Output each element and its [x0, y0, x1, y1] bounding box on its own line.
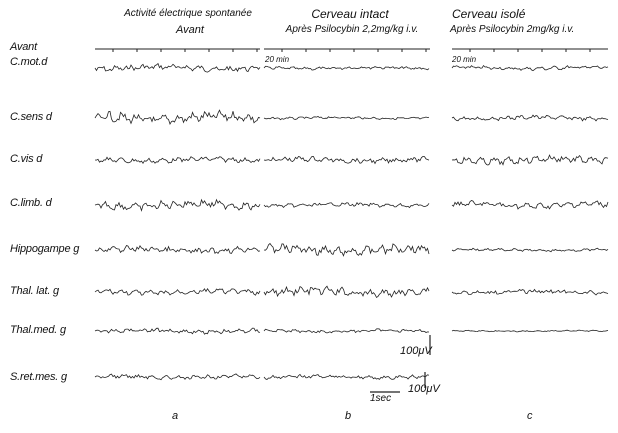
eeg-trace	[94, 288, 261, 296]
header-b-line2: Après Psilocybin 2,2mg/kg i.v.	[285, 24, 419, 35]
eeg-trace	[94, 198, 261, 212]
column-letter: a	[172, 410, 179, 422]
time-mark-label: Avant	[10, 41, 37, 53]
eeg-trace	[94, 373, 261, 381]
eeg-trace	[451, 114, 609, 122]
eeg-trace	[451, 288, 609, 296]
eeg-trace	[94, 244, 261, 255]
eeg-trace	[451, 154, 609, 166]
eeg-trace	[451, 200, 609, 210]
eeg-trace	[263, 116, 430, 121]
channel-label: C.limb. d	[10, 197, 52, 209]
interval-label-b: 20 min	[265, 55, 290, 64]
header-c-line2: Après Psilocybin 2mg/kg i.v.	[450, 24, 575, 35]
column-letter: c	[527, 410, 533, 422]
interval-label-c: 20 min	[452, 55, 477, 64]
eeg-trace	[451, 247, 609, 253]
eeg-trace	[451, 329, 609, 333]
eeg-trace	[263, 373, 430, 380]
eeg-trace	[263, 242, 430, 257]
eeg-trace	[263, 65, 430, 71]
eeg-trace	[263, 328, 430, 334]
calibration-amp-label: 100μV	[408, 383, 440, 395]
eeg-trace	[94, 327, 261, 335]
eeg-trace	[263, 155, 430, 165]
channel-label: C.vis d	[10, 153, 43, 165]
header-a-line1: Activité électrique spontanée	[124, 8, 252, 19]
header-a-line2: Avant	[176, 24, 204, 36]
channel-label: Thal.med. g	[10, 324, 66, 336]
calibration-amp-label: 100μV	[400, 345, 432, 357]
eeg-trace	[94, 109, 261, 125]
eeg-trace	[451, 64, 609, 72]
column-letter: b	[345, 410, 352, 422]
header-b-line1: Cerveau intact	[311, 7, 389, 21]
eeg-trace	[94, 156, 261, 165]
header-c-line1: Cerveau isolé	[452, 7, 526, 21]
channel-label: C.sens d	[10, 111, 52, 123]
eeg-trace	[263, 285, 430, 298]
calibration-time-label: 1sec	[370, 393, 392, 404]
eeg-trace	[94, 62, 261, 73]
channel-label: Hippogampe g	[10, 243, 80, 255]
channel-label: Thal. lat. g	[10, 285, 59, 297]
channel-label: S.ret.mes. g	[10, 371, 67, 383]
eeg-trace	[263, 201, 430, 209]
channel-label: C.mot.d	[10, 56, 48, 68]
